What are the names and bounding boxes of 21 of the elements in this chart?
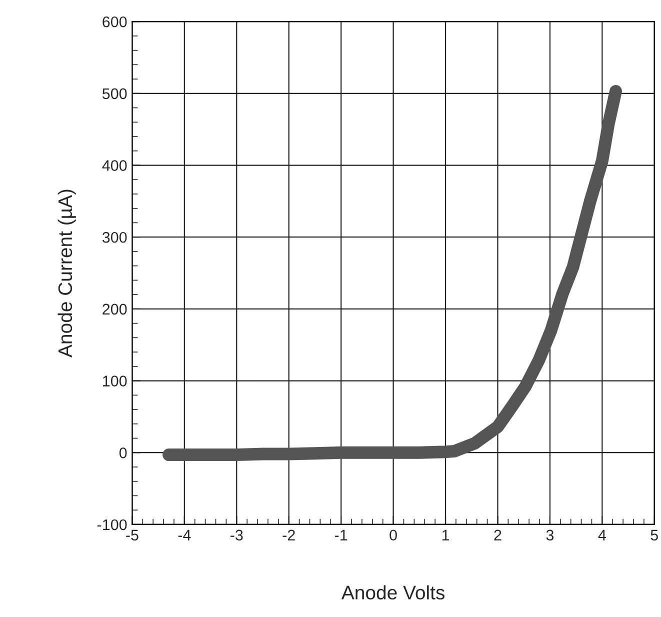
x-tick-label: -2	[282, 530, 295, 540]
y-tick-label: 0	[119, 447, 127, 458]
y-tick-label: 200	[102, 304, 127, 315]
x-tick-label: 2	[494, 530, 502, 540]
x-tick-label: 5	[650, 530, 658, 541]
x-tick-label: -1	[334, 530, 348, 540]
y-tick-label: -100	[97, 519, 127, 530]
y-tick-label: 400	[102, 160, 127, 171]
x-tick-label: -4	[178, 530, 191, 540]
y-tick-label: 300	[102, 232, 127, 243]
x-tick-label: 4	[598, 530, 606, 540]
x-axis-title: Anode Volts	[341, 585, 444, 600]
x-tick-label: 0	[390, 530, 397, 541]
y-axis-title: Anode Current (µA)	[58, 190, 76, 358]
y-tick-label: 600	[102, 16, 127, 28]
x-tick-label: -3	[230, 530, 243, 541]
y-tick-label: 100	[103, 376, 127, 386]
x-tick-label: -5	[126, 530, 138, 541]
x-tick-label: 3	[546, 530, 554, 541]
y-tick-label: 500	[102, 88, 127, 100]
x-tick-label: 1	[442, 530, 450, 540]
